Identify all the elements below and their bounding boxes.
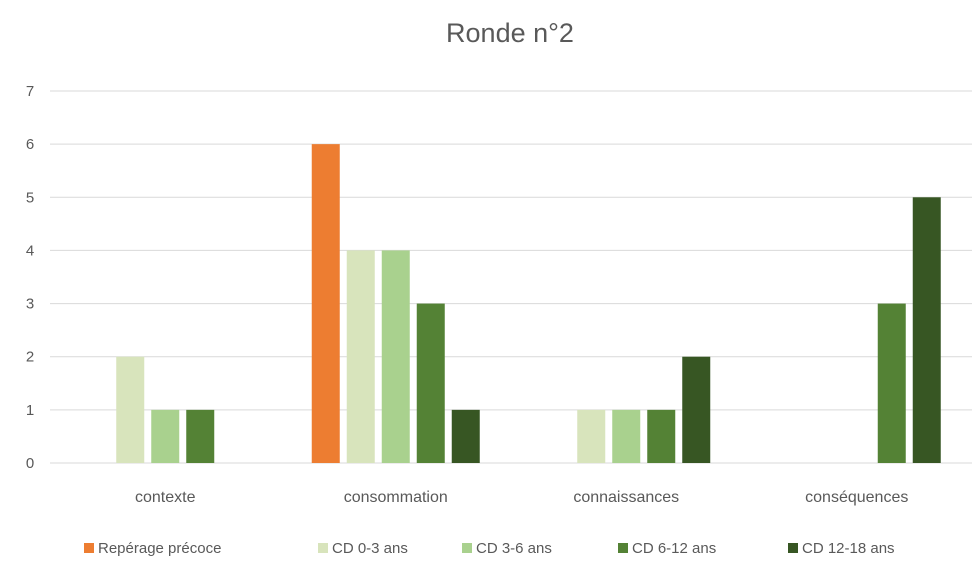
y-axis-ticks: 0 1 2 3 4 5 6 7	[26, 83, 34, 472]
bars	[116, 144, 941, 464]
legend-label: CD 12-18 ans	[802, 540, 895, 557]
y-tick-label: 0	[26, 455, 34, 472]
legend-label: CD 0-3 ans	[332, 540, 408, 557]
bar-2-2	[612, 409, 641, 463]
bar-1-2	[381, 250, 410, 463]
x-axis-categories: contexte consommation connaissances conséqu…	[135, 489, 908, 506]
bar-1-0	[311, 144, 340, 463]
y-tick-label: 6	[26, 136, 34, 153]
legend-swatch	[462, 543, 472, 553]
y-tick-label: 7	[26, 83, 34, 100]
legend-swatch	[618, 543, 628, 553]
legend: Repérage précoce CD 0-3 ans CD 3-6 ans CD 6…	[84, 540, 895, 557]
bar-0-3	[186, 409, 215, 463]
bar-1-3	[416, 303, 445, 463]
y-tick-label: 2	[26, 349, 34, 366]
y-tick-label: 3	[26, 296, 34, 313]
bar-0-2	[151, 409, 180, 463]
x-category-label: contexte	[135, 489, 196, 506]
bar-0-1	[116, 356, 145, 463]
legend-swatch	[318, 543, 328, 553]
bar-1-1	[346, 250, 375, 463]
x-category-label: connaissances	[573, 489, 679, 506]
legend-label: CD 3-6 ans	[476, 540, 552, 557]
y-tick-label: 1	[26, 402, 34, 419]
bar-2-1	[577, 409, 606, 463]
y-tick-label: 5	[26, 189, 34, 206]
chart-title: Ronde n°2	[446, 18, 574, 48]
gridlines	[50, 90, 972, 464]
x-category-label: consommation	[344, 489, 448, 506]
legend-label: Repérage précoce	[98, 540, 221, 557]
legend-swatch	[84, 543, 94, 553]
bar-3-3	[877, 303, 906, 463]
legend-swatch	[788, 543, 798, 553]
bar-2-4	[682, 356, 711, 463]
bar-2-3	[647, 409, 676, 463]
bar-3-4	[912, 197, 941, 464]
x-category-label: conséquences	[805, 489, 908, 506]
legend-label: CD 6-12 ans	[632, 540, 716, 557]
bar-1-4	[451, 409, 480, 463]
y-tick-label: 4	[26, 242, 34, 259]
